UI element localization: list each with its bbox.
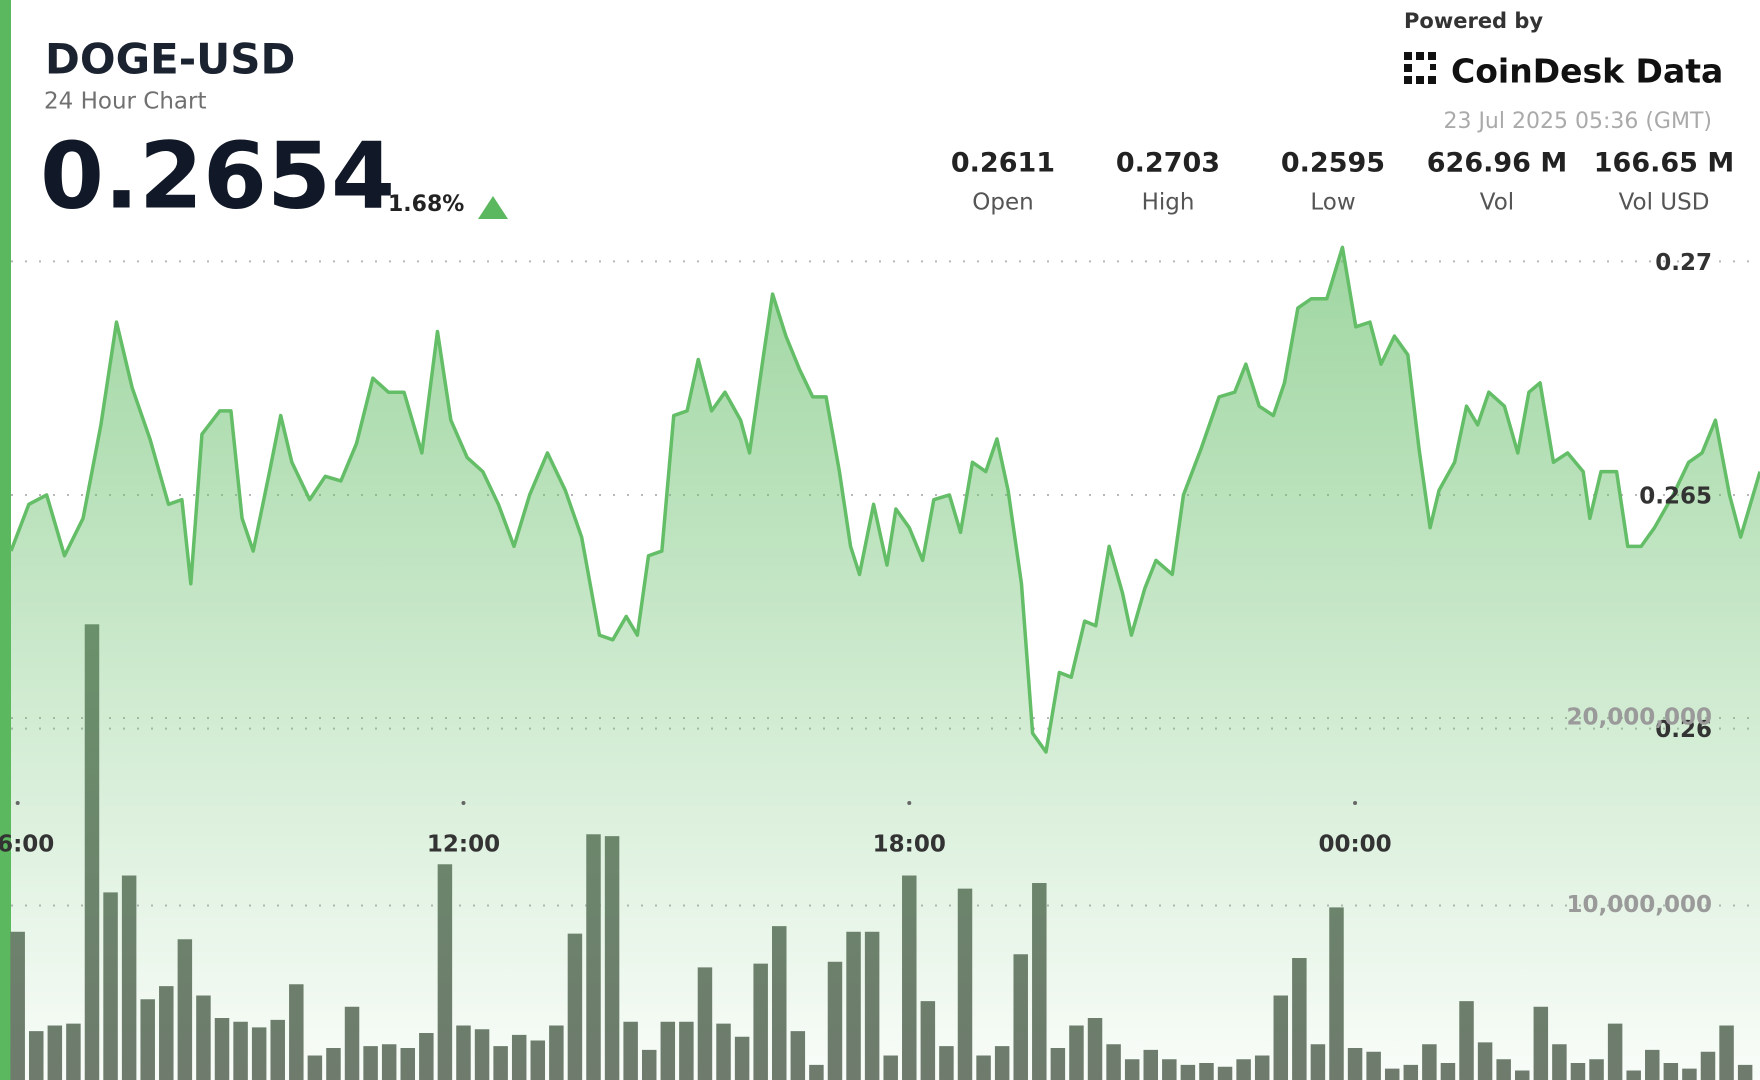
x-tick-mark bbox=[15, 801, 20, 805]
powered-by: Powered by bbox=[1404, 9, 1543, 33]
y2-tick-label: 20,000,000 bbox=[1566, 705, 1712, 731]
stat-value: 166.65 M bbox=[1594, 148, 1734, 179]
price-area bbox=[11, 247, 1760, 1080]
stat-value: 626.96 M bbox=[1427, 148, 1567, 179]
up-arrow bbox=[478, 196, 508, 219]
stat-value: 0.2611 bbox=[951, 148, 1055, 179]
plot-area: 0.26 0.265 0.27 10,000,000 20,000,000 06:00 12… bbox=[0, 245, 1760, 1080]
y-tick-label: 0.27 bbox=[1655, 250, 1712, 276]
price-line bbox=[9, 245, 1760, 754]
y2-tick-label: 10,000,000 bbox=[1566, 892, 1712, 918]
x-tick-label: 12:00 bbox=[427, 832, 500, 858]
accent-bar bbox=[0, 0, 11, 1080]
x-tick-label: 18:00 bbox=[873, 832, 946, 858]
x-tick-mark bbox=[907, 801, 912, 805]
x-tick-mark bbox=[461, 801, 466, 805]
y-tick-label: 0.265 bbox=[1639, 483, 1712, 509]
chart-subtitle: 24 Hour Chart bbox=[44, 89, 207, 115]
stat-label: Open bbox=[972, 190, 1033, 216]
y-tick-label: 0.26 bbox=[1655, 717, 1712, 743]
stats: 0.2611 Open 0.2703 High 0.2595 Low 626.96 M Vol… bbox=[951, 148, 1734, 216]
stat-label: Vol USD bbox=[1619, 190, 1710, 216]
x-tick-label: 00:00 bbox=[1318, 832, 1391, 858]
stat-label: Vol bbox=[1480, 190, 1514, 216]
stat-value: 0.2595 bbox=[1281, 148, 1385, 179]
current-price: 0.2654 bbox=[40, 122, 395, 229]
brand-name: CoinDesk Data bbox=[1451, 52, 1723, 91]
chart-title: DOGE-USD bbox=[45, 35, 295, 84]
stat-label: High bbox=[1142, 190, 1195, 216]
stat-label: Low bbox=[1310, 190, 1355, 216]
timestamp: 23 Jul 2025 05:36 (GMT) bbox=[1443, 109, 1712, 134]
brand-logo bbox=[1404, 52, 1436, 84]
stat-value: 0.2703 bbox=[1116, 148, 1220, 179]
x-tick-mark bbox=[1353, 801, 1358, 805]
x-tick-label: 06:00 bbox=[0, 832, 54, 858]
price-change: 1.68% bbox=[388, 192, 464, 217]
